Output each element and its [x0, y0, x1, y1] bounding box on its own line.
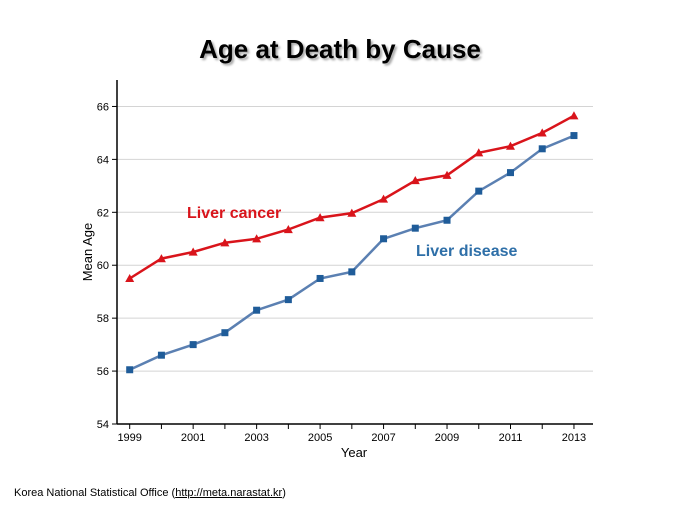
- axes: [116, 80, 593, 425]
- data-point-liver-disease-2004: [284, 296, 292, 304]
- data-point-liver-cancer-2013: [569, 111, 579, 120]
- data-point-liver-disease-2002: [221, 329, 229, 337]
- data-point-liver-disease-2000: [157, 351, 165, 359]
- data-point-liver-cancer-2002: [220, 238, 230, 247]
- data-point-liver-disease-1999: [126, 366, 134, 374]
- data-point-liver-disease-2009: [443, 216, 451, 224]
- data-point-liver-cancer-2008: [410, 176, 420, 185]
- x-tick-label-2013: 2013: [562, 432, 586, 444]
- data-point-liver-disease-2003: [253, 306, 261, 314]
- data-point-liver-cancer-1999: [125, 273, 135, 283]
- data-point-liver-disease-2007: [380, 235, 388, 243]
- source-prefix: Korea National Statistical Office (: [14, 487, 176, 499]
- data-point-liver-cancer-2011: [505, 141, 515, 150]
- x-axis-ticks: 1999 2001 2003 2005 2007 2009 2011 2013: [117, 424, 586, 444]
- x-tick-label-2009: 2009: [435, 432, 459, 444]
- page-title: Age at Death by Cause: [199, 34, 481, 64]
- y-axis-ticks: 54 56 58 60 62 64 66: [97, 101, 117, 431]
- data-point-liver-cancer-2009: [442, 170, 452, 179]
- x-tick-label-2003: 2003: [244, 432, 268, 444]
- data-point-liver-cancer-2012: [537, 128, 547, 137]
- x-tick-label-2001: 2001: [181, 432, 205, 444]
- y-tick-label-60: 60: [97, 260, 109, 272]
- data-point-liver-disease-2005: [316, 274, 324, 282]
- source-note: Korea National Statistical Office (http:…: [14, 487, 286, 499]
- gridlines: [117, 105, 593, 372]
- data-point-liver-cancer-2003: [252, 234, 262, 243]
- data-point-liver-cancer-2005: [315, 213, 325, 222]
- y-tick-label-56: 56: [97, 366, 109, 378]
- data-point-liver-disease-2012: [538, 145, 546, 153]
- data-point-liver-disease-2006: [348, 268, 356, 276]
- data-point-liver-disease-2008: [411, 224, 419, 232]
- x-axis-label: Year: [341, 445, 368, 460]
- data-point-liver-cancer-2000: [156, 254, 166, 263]
- data-point-liver-cancer-2007: [379, 194, 389, 203]
- y-axis-label: Mean Age: [80, 223, 95, 282]
- data-point-liver-disease-2010: [475, 187, 483, 195]
- series-label-liver-disease: Liver disease: [416, 243, 518, 260]
- x-tick-label-2011: 2011: [499, 432, 523, 444]
- data-point-liver-cancer-2006: [347, 208, 357, 217]
- x-tick-label-2005: 2005: [308, 432, 332, 444]
- data-point-liver-cancer-2004: [283, 225, 293, 234]
- y-tick-label-62: 62: [97, 207, 109, 219]
- series-group: [125, 111, 579, 374]
- data-point-liver-disease-2001: [189, 341, 197, 349]
- x-tick-label-1999: 1999: [117, 432, 141, 444]
- source-link[interactable]: http://meta.narastat.kr: [175, 487, 283, 499]
- series-label-liver-cancer: Liver cancer: [187, 205, 281, 222]
- data-point-liver-cancer-2010: [474, 148, 484, 157]
- data-point-liver-cancer-2001: [188, 247, 198, 256]
- source-suffix: ): [282, 487, 286, 499]
- y-tick-label-58: 58: [97, 313, 109, 325]
- y-tick-label-54: 54: [97, 419, 109, 431]
- y-tick-label-64: 64: [97, 154, 109, 166]
- x-tick-label-2007: 2007: [371, 432, 395, 444]
- data-point-liver-disease-2011: [506, 169, 514, 177]
- y-tick-label-66: 66: [97, 101, 109, 113]
- data-point-liver-disease-2013: [570, 132, 578, 140]
